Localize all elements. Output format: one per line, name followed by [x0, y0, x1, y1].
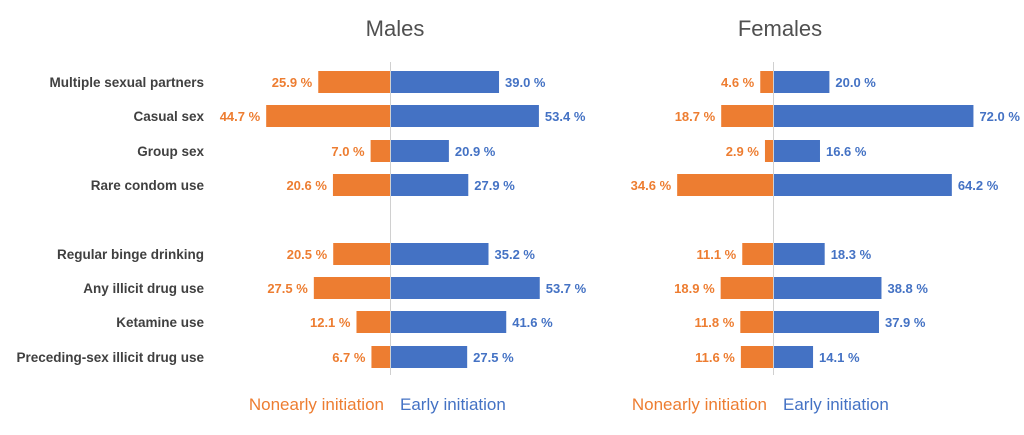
category-label-4: Regular binge drinking: [57, 247, 204, 262]
males-nonearly-value-2: 7.0 %: [331, 144, 365, 159]
category-label-0: Multiple sexual partners: [49, 75, 204, 90]
males-early-value-2: 20.9 %: [455, 144, 496, 159]
females-nonearly-value-0: 4.6 %: [721, 75, 755, 90]
males-nonearly-bar-3: [332, 174, 390, 196]
females-early-value-0: 20.0 %: [835, 75, 876, 90]
females-early-bar-5: [774, 277, 882, 299]
males-early-value-6: 41.6 %: [512, 315, 553, 330]
females-nonearly-bar-4: [742, 243, 773, 265]
males-early-value-3: 27.9 %: [474, 178, 515, 193]
males-legend-early: Early initiation: [400, 395, 506, 414]
males-nonearly-bar-1: [266, 105, 390, 127]
males-early-bar-7: [391, 346, 468, 368]
males-nonearly-bar-6: [356, 311, 390, 333]
males-nonearly-bar-5: [313, 277, 390, 299]
category-label-2: Group sex: [137, 144, 204, 159]
females-early-bar-3: [774, 174, 952, 196]
males-nonearly-value-5: 27.5 %: [267, 281, 308, 296]
females-nonearly-value-2: 2.9 %: [726, 144, 760, 159]
females-nonearly-bar-1: [721, 105, 773, 127]
males-early-bar-6: [391, 311, 507, 333]
females-early-bar-4: [774, 243, 825, 265]
category-label-6: Ketamine use: [116, 315, 204, 330]
females-nonearly-value-3: 34.6 %: [631, 178, 672, 193]
females-legend-nonearly: Nonearly initiation: [632, 395, 767, 414]
females-early-bar-2: [774, 140, 820, 162]
males-early-bar-1: [391, 105, 539, 127]
males-early-value-7: 27.5 %: [473, 350, 514, 365]
males-nonearly-bar-7: [371, 346, 390, 368]
females-early-value-6: 37.9 %: [885, 315, 926, 330]
males-nonearly-value-6: 12.1 %: [310, 315, 351, 330]
females-nonearly-bar-7: [740, 346, 773, 368]
females-early-value-7: 14.1 %: [819, 350, 860, 365]
panel-title-males: Males: [366, 16, 425, 41]
males-nonearly-value-1: 44.7 %: [220, 109, 261, 124]
males-early-bar-3: [391, 174, 469, 196]
females-nonearly-bar-0: [760, 71, 773, 93]
females-nonearly-bar-2: [764, 140, 773, 162]
males-legend-nonearly: Nonearly initiation: [249, 395, 384, 414]
females-nonearly-value-6: 11.8 %: [695, 315, 735, 330]
males-early-bar-4: [391, 243, 489, 265]
category-label-5: Any illicit drug use: [83, 281, 204, 296]
females-early-value-3: 64.2 %: [958, 178, 999, 193]
females-nonearly-bar-5: [720, 277, 773, 299]
males-early-value-5: 53.7 %: [546, 281, 587, 296]
males-nonearly-bar-4: [333, 243, 390, 265]
females-nonearly-value-5: 18.9 %: [674, 281, 715, 296]
females-nonearly-bar-3: [677, 174, 773, 196]
category-label-3: Rare condom use: [91, 178, 205, 193]
males-nonearly-value-0: 25.9 %: [272, 75, 313, 90]
females-early-value-1: 72.0 %: [979, 109, 1020, 124]
males-nonearly-value-3: 20.6 %: [286, 178, 327, 193]
females-early-value-4: 18.3 %: [831, 247, 872, 262]
males-nonearly-value-4: 20.5 %: [287, 247, 328, 262]
females-legend-early: Early initiation: [783, 395, 889, 414]
males-nonearly-bar-2: [370, 140, 390, 162]
males-nonearly-bar-0: [318, 71, 390, 93]
males-early-bar-2: [391, 140, 449, 162]
females-early-bar-6: [774, 311, 879, 333]
males-early-value-1: 53.4 %: [545, 109, 586, 124]
males-nonearly-value-7: 6.7 %: [332, 350, 366, 365]
panel-title-females: Females: [738, 16, 822, 41]
females-nonearly-bar-6: [740, 311, 773, 333]
females-early-bar-1: [774, 105, 974, 127]
females-early-value-2: 16.6 %: [826, 144, 867, 159]
males-early-bar-0: [391, 71, 500, 93]
males-early-value-4: 35.2 %: [495, 247, 536, 262]
females-nonearly-value-7: 11.6 %: [695, 350, 735, 365]
category-label-7: Preceding-sex illicit drug use: [16, 350, 204, 365]
females-nonearly-value-1: 18.7 %: [675, 109, 716, 124]
males-early-bar-5: [391, 277, 540, 299]
females-early-bar-7: [774, 346, 814, 368]
females-early-value-5: 38.8 %: [887, 281, 928, 296]
females-early-bar-0: [774, 71, 830, 93]
males-early-value-0: 39.0 %: [505, 75, 546, 90]
females-nonearly-value-4: 11.1 %: [696, 247, 736, 262]
category-label-1: Casual sex: [133, 109, 204, 124]
